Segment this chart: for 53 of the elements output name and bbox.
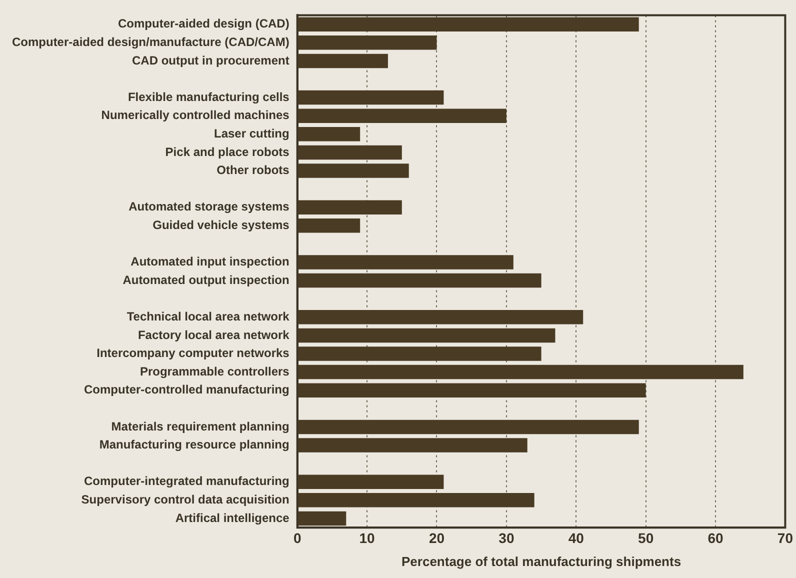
bar <box>298 438 528 452</box>
y-tick-label: Numerically controlled machines <box>101 108 290 122</box>
x-tick-label: 40 <box>568 530 584 546</box>
y-tick-label: Computer-controlled manufacturing <box>84 382 290 397</box>
x-tick-label: 30 <box>498 530 514 546</box>
x-tick-label: 70 <box>777 530 794 546</box>
bar <box>298 255 514 270</box>
y-tick-label: Automated storage systems <box>128 200 290 214</box>
x-tick-label: 50 <box>638 530 654 546</box>
y-tick-label: Manufacturing resource planning <box>99 438 290 452</box>
bar <box>298 511 346 526</box>
y-tick-label: Other robots <box>216 163 290 178</box>
bar <box>298 145 402 160</box>
bar <box>298 200 402 214</box>
bar <box>298 218 360 233</box>
y-tick-label: Laser cutting <box>214 126 290 140</box>
y-tick-label: Computer-integrated manufacturing <box>84 474 290 488</box>
y-tick-label: Factory local area network <box>138 328 290 342</box>
y-tick-label: Supervisory control data acquisition <box>81 492 290 506</box>
x-axis-title: Percentage of total manufacturing shipments <box>402 554 682 569</box>
bar <box>298 474 444 489</box>
y-tick-label: CAD output in procurement <box>132 53 290 68</box>
bar <box>298 310 584 324</box>
bar <box>298 364 744 380</box>
y-tick-label: Automated output inspection <box>122 272 290 287</box>
bar <box>298 493 534 508</box>
bar <box>298 164 409 178</box>
bar <box>298 420 639 434</box>
bar <box>298 346 542 361</box>
bar <box>298 90 444 105</box>
bar <box>298 108 506 123</box>
y-tick-label: Technical local area network <box>126 309 290 324</box>
y-tick-label: Intercompany computer networks <box>96 346 290 360</box>
y-tick-label: Pick and place robots <box>165 144 290 159</box>
y-tick-label: Materials requirement planning <box>111 419 290 434</box>
bar <box>298 17 639 32</box>
bar <box>298 383 646 398</box>
x-tick-label: 60 <box>708 530 724 546</box>
x-tick-label: 10 <box>359 530 376 546</box>
bar <box>298 36 437 50</box>
y-tick-label: Programmable controllers <box>140 364 290 378</box>
bar <box>298 127 360 142</box>
y-tick-label: Guided vehicle systems <box>152 218 290 232</box>
y-tick-label: Automated input inspection <box>130 254 290 269</box>
bar <box>298 273 542 288</box>
x-tick-label: 20 <box>428 530 445 546</box>
y-tick-label: Computer-aided design/manufacture (CAD/CAM) <box>12 34 290 49</box>
bar <box>298 54 388 68</box>
bar <box>298 328 556 343</box>
y-tick-label: Artifical intelligence <box>175 510 290 525</box>
x-tick-label: 0 <box>293 530 302 546</box>
y-tick-label: Flexible manufacturing cells <box>128 90 290 104</box>
y-tick-label: Computer-aided design (CAD) <box>118 16 290 31</box>
